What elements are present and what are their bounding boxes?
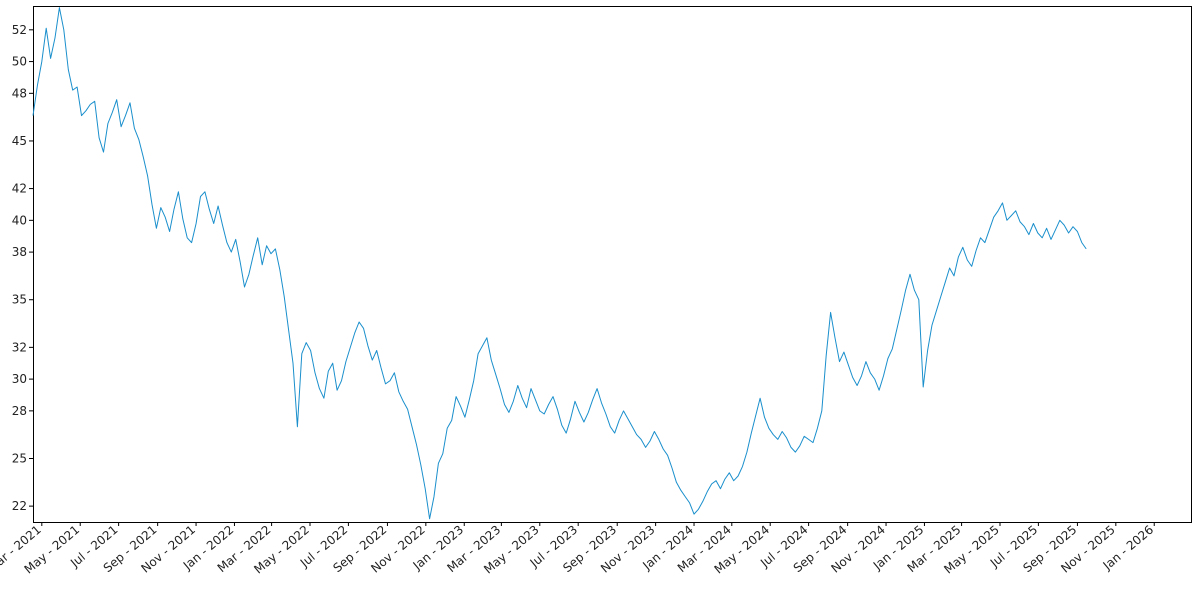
y-tick-label: 52 — [12, 23, 27, 37]
y-tick-label: 50 — [12, 55, 27, 69]
y-tick-label: 28 — [12, 404, 27, 418]
series-line — [32, 7, 1087, 520]
y-tick-label: 42 — [12, 182, 27, 196]
y-tick-label: 32 — [12, 340, 27, 354]
y-axis: 22 25 28 30 32 35 38 40 42 45 48 50 52 — [12, 23, 33, 513]
y-tick-label: 45 — [12, 134, 27, 148]
plot-frame — [33, 6, 1192, 523]
y-tick-label: 38 — [12, 245, 27, 259]
series-group — [32, 7, 1087, 520]
y-tick-label: 35 — [12, 293, 27, 307]
y-tick-label: 30 — [12, 372, 27, 386]
y-tick-label: 22 — [12, 499, 27, 513]
y-tick-label: 40 — [12, 213, 27, 227]
y-tick-label: 48 — [12, 86, 27, 100]
y-tick-label: 25 — [12, 451, 27, 465]
